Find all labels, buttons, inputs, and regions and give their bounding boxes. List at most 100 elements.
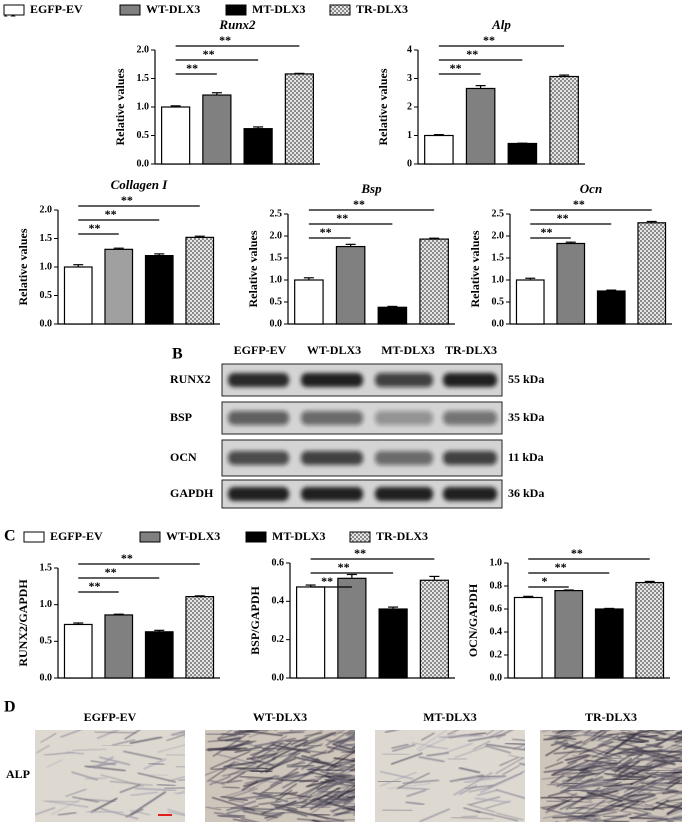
blot-band: [301, 487, 363, 501]
cell-streak: [334, 802, 355, 805]
cell-streak: [178, 731, 185, 734]
cell-streak: [464, 784, 495, 790]
cell-streak: [119, 784, 141, 794]
y-tick-label: 2.0: [270, 230, 283, 241]
y-axis-label: Relative values: [468, 230, 482, 307]
significance-label: **: [203, 47, 215, 61]
cell-streak: [568, 784, 603, 790]
cell-streak: [129, 736, 163, 745]
staining-column-label: WT-DLX3: [253, 710, 307, 724]
cell-streak: [291, 749, 328, 767]
error-bar: [523, 595, 534, 598]
cell-streak: [166, 734, 185, 742]
cell-streak: [311, 800, 328, 806]
y-tick-label: 1.0: [40, 599, 53, 610]
bar: [465, 87, 496, 165]
cell-streak: [246, 752, 278, 760]
bar: [556, 242, 586, 325]
blot-size-label: 36 kDa: [508, 486, 544, 500]
cell-streak: [178, 779, 185, 782]
bar: [594, 608, 624, 679]
cell-streak: [134, 787, 177, 792]
cell-streak: [243, 777, 273, 788]
cell-streak: [566, 767, 589, 783]
cell-streak: [51, 797, 84, 815]
cell-streak: [205, 806, 222, 811]
cell-streak: [475, 810, 519, 822]
cell-streak: [551, 781, 588, 791]
cell-streak: [676, 770, 682, 774]
panel-label: D: [4, 699, 16, 716]
bar: [144, 631, 174, 679]
y-tick-label: 1.5: [40, 562, 53, 573]
cell-streak: [540, 796, 585, 799]
cell-streak: [603, 813, 632, 822]
y-tick-label: 1.5: [40, 233, 53, 244]
staining-image: [540, 730, 682, 822]
y-tick-label: 0.0: [490, 672, 503, 683]
cell-streak: [232, 818, 251, 822]
cell-streak: [447, 730, 459, 736]
cell-streak: [668, 817, 682, 822]
cell-streak: [230, 807, 274, 811]
cell-streak: [35, 807, 56, 816]
cell-streak: [666, 803, 682, 816]
error-bar: [253, 126, 264, 129]
significance-label: **: [557, 211, 569, 225]
legend-swatch: [119, 4, 141, 16]
cell-streak: [212, 734, 247, 757]
cell-streak: [445, 742, 473, 754]
cell-streak: [239, 775, 281, 780]
cell-streak: [327, 733, 355, 754]
error-bar: [154, 629, 165, 632]
blot-band: [443, 411, 497, 425]
cell-streak: [594, 794, 612, 799]
cell-streak: [552, 760, 578, 775]
cell-streak: [544, 761, 564, 769]
cell-streak: [327, 736, 355, 743]
cell-streak: [252, 742, 276, 758]
cell-streak: [611, 772, 633, 782]
y-tick-label: 0.0: [137, 158, 150, 169]
cell-streak: [623, 791, 652, 802]
legend-swatch: [329, 4, 351, 16]
cell-streak: [626, 806, 652, 815]
cell-streak: [604, 734, 636, 755]
blot-band: [443, 451, 497, 465]
cell-streak: [222, 786, 256, 798]
cell-streak: [553, 750, 591, 755]
cell-streak: [632, 795, 655, 801]
cell-streak: [546, 800, 582, 803]
y-tick-label: 0.0: [40, 318, 53, 329]
error-bar: [433, 134, 444, 136]
cell-streak: [209, 780, 226, 785]
cell-streak: [502, 764, 520, 776]
cell-streak: [673, 766, 682, 770]
cell-streak: [599, 792, 620, 804]
significance-label: **: [121, 193, 133, 207]
cell-streak: [65, 751, 85, 755]
y-tick-label: 1.5: [270, 252, 283, 263]
blot-band: [443, 373, 497, 387]
blot-band: [443, 487, 497, 501]
cell-streak: [556, 737, 596, 762]
cell-streak: [602, 783, 634, 788]
cell-streak: [657, 749, 682, 754]
cell-streak: [636, 757, 676, 762]
blot-size-label: 35 kDa: [508, 410, 544, 424]
cell-streak: [569, 730, 575, 733]
blot-row-label: OCN: [170, 450, 197, 464]
legend-label: MT-DLX3: [252, 2, 306, 16]
cell-streak: [467, 733, 506, 742]
cell-streak: [581, 771, 601, 775]
bar: [419, 238, 449, 325]
bar: [337, 577, 367, 679]
cell-streak: [480, 774, 518, 794]
cell-streak: [100, 774, 144, 787]
cell-streak: [590, 786, 632, 800]
cell-streak: [618, 760, 640, 776]
cell-streak: [670, 746, 682, 751]
cell-streak: [477, 775, 507, 778]
cell-streak: [617, 766, 646, 771]
bar: [185, 595, 215, 679]
